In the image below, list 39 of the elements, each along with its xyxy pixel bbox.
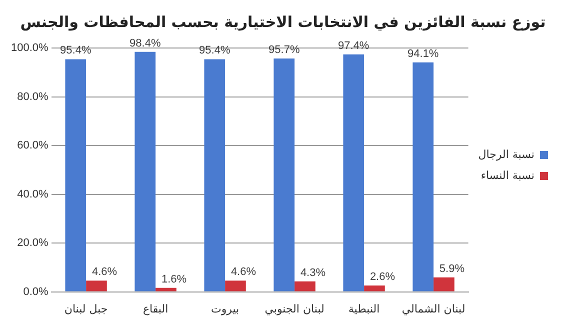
y-tick-label: 20.0% bbox=[17, 237, 49, 250]
bar bbox=[364, 285, 385, 292]
y-tick-label: 60.0% bbox=[17, 140, 49, 152]
bar bbox=[156, 288, 176, 292]
data-label: 4.6% bbox=[92, 266, 118, 278]
x-tick-label: النبطية bbox=[348, 302, 380, 316]
bar bbox=[134, 52, 156, 292]
data-label: 97.4% bbox=[338, 40, 370, 52]
data-label: 95.4% bbox=[199, 44, 230, 57]
chart-title: توزع نسبة الفائزين في الانتخابات الاختيارية بحسب المحافظات والجنس bbox=[20, 12, 546, 31]
data-label: 98.4% bbox=[130, 37, 161, 50]
data-label: 95.7% bbox=[268, 44, 300, 56]
y-tick-label: 80.0% bbox=[17, 90, 49, 103]
data-label: 94.1% bbox=[408, 48, 439, 60]
data-label: 2.6% bbox=[370, 270, 396, 283]
data-label: 4.3% bbox=[300, 266, 326, 279]
bar bbox=[412, 62, 434, 292]
bar bbox=[343, 54, 364, 292]
y-tick-label: 40.0% bbox=[17, 188, 49, 200]
x-tick-label: بيروت bbox=[210, 302, 240, 316]
legend-label: نسبة النساء bbox=[480, 168, 534, 182]
x-tick-label: لبنان الجنوبي bbox=[264, 302, 324, 316]
bar bbox=[204, 59, 226, 292]
bar bbox=[65, 59, 86, 292]
x-tick-label: البقاع bbox=[142, 302, 168, 316]
bar bbox=[86, 280, 107, 292]
data-label: 1.6% bbox=[161, 273, 187, 286]
bar bbox=[294, 281, 316, 292]
legend-label: نسبة الرجال bbox=[478, 148, 534, 161]
x-tick-label: لبنان الشمالي bbox=[402, 302, 466, 316]
x-tick-label: جبل لبنان bbox=[64, 302, 108, 316]
bar bbox=[225, 280, 246, 292]
bar bbox=[274, 58, 295, 292]
bar bbox=[434, 277, 454, 292]
y-tick-label: 100.0% bbox=[10, 42, 49, 54]
data-label: 4.6% bbox=[230, 266, 256, 278]
data-label: 95.4% bbox=[60, 44, 92, 57]
y-tick-label: 0.0% bbox=[23, 286, 49, 298]
data-label: 5.9% bbox=[439, 262, 465, 275]
